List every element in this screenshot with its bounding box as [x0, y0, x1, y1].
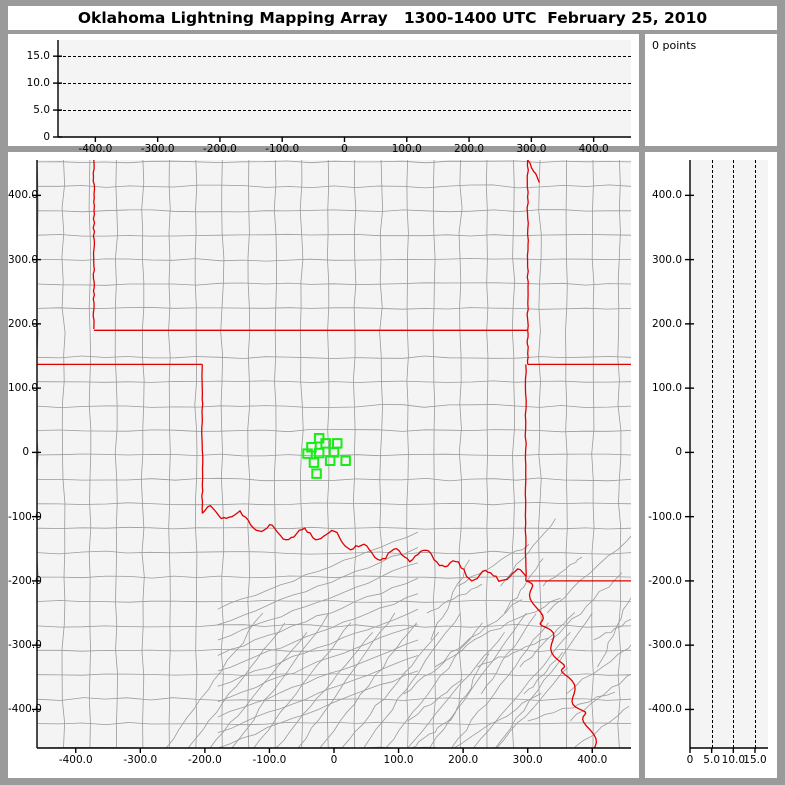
- gridline: [733, 160, 735, 748]
- tick-label: 200.0: [651, 317, 682, 330]
- tick-label: 300.0: [512, 754, 543, 766]
- tick-label: 0: [330, 754, 338, 766]
- tick-label: 10.0: [26, 77, 50, 90]
- gridline: [711, 160, 713, 748]
- tick-label: 0: [686, 754, 694, 766]
- tick-label: 5.0: [703, 754, 721, 766]
- tick-label: -300.0: [123, 754, 158, 766]
- tick-label: -300.0: [8, 639, 42, 652]
- tick-label: 15.0: [743, 754, 767, 766]
- altitude-vs-north-south-panel[interactable]: -400.0 -300.0 -200.0 -100.0 0 100.0 200.0 300.0…: [645, 152, 777, 778]
- tick-label: 100.0: [383, 754, 414, 766]
- tick-label: 10.0: [721, 754, 746, 766]
- lma-station-marker: [324, 455, 336, 466]
- lma-station-marker: [313, 447, 325, 459]
- gridline: [58, 56, 631, 58]
- lma-station-marker: [302, 448, 313, 459]
- map-geography: [37, 160, 631, 748]
- lma-station-marker: [311, 468, 322, 479]
- gridline: [58, 110, 631, 112]
- tick-label: -200.0: [648, 574, 682, 587]
- page-title: Oklahoma Lightning Mapping Array 1300-14…: [77, 9, 708, 27]
- map-plotarea[interactable]: [37, 160, 631, 748]
- tick-label: -200.0: [8, 574, 42, 587]
- lma-station-marker: [308, 457, 320, 468]
- point-count-label: 0 points: [652, 39, 697, 52]
- tick-label: 0: [43, 131, 50, 143]
- tick-label: 400.0: [577, 754, 608, 766]
- tick-label: -400.0: [8, 703, 42, 716]
- tick-label: -100.0: [8, 510, 42, 523]
- point-count-panel: 0 points: [645, 34, 777, 146]
- tick-label: -100.0: [648, 510, 682, 523]
- gridline: [58, 83, 631, 85]
- tick-label: -100.0: [252, 754, 287, 766]
- tick-label: 15.0: [26, 50, 50, 63]
- tick-label: 100.0: [651, 382, 682, 395]
- tick-label: -300.0: [648, 639, 682, 652]
- tick-label: 200.0: [448, 754, 479, 766]
- title-bar: Oklahoma Lightning Mapping Array 1300-14…: [8, 6, 777, 30]
- lma-station-marker: [332, 438, 343, 449]
- lma-station-marker: [340, 455, 351, 466]
- county-borders-layer: [37, 160, 631, 748]
- tick-label: 200.0: [8, 317, 39, 330]
- gridline: [755, 160, 756, 748]
- tick-label: 400.0: [651, 189, 682, 202]
- tick-label: 100.0: [8, 382, 39, 395]
- tick-label: 5.0: [33, 104, 50, 117]
- tick-label: 300.0: [651, 253, 682, 266]
- tick-label: 400.0: [8, 189, 39, 202]
- tick-label: -200.0: [187, 754, 222, 766]
- tick-label: 0: [341, 143, 348, 155]
- map-plan-view-panel[interactable]: -400.0 -300.0 -200.0 -100.0 0 100.0 200.0 300.0…: [8, 152, 639, 778]
- lma-station-marker: [320, 438, 331, 449]
- tick-label: 300.0: [8, 253, 39, 266]
- altitude-vs-east-west-panel[interactable]: 0 5.0 10.0 15.0 -400.0 -300.0 -200.0 -100.0 0 100…: [8, 34, 639, 155]
- altitude-vs-north-south-plotarea[interactable]: [690, 160, 768, 748]
- state-borders-layer: [37, 160, 631, 748]
- tick-label: -400.0: [58, 754, 93, 766]
- lma-station-markers-layer: [302, 433, 351, 479]
- altitude-vs-east-west-plotarea[interactable]: [58, 40, 631, 137]
- tick-label: 0: [675, 446, 682, 459]
- tick-label: 0: [22, 446, 29, 459]
- tick-label: -400.0: [648, 703, 682, 716]
